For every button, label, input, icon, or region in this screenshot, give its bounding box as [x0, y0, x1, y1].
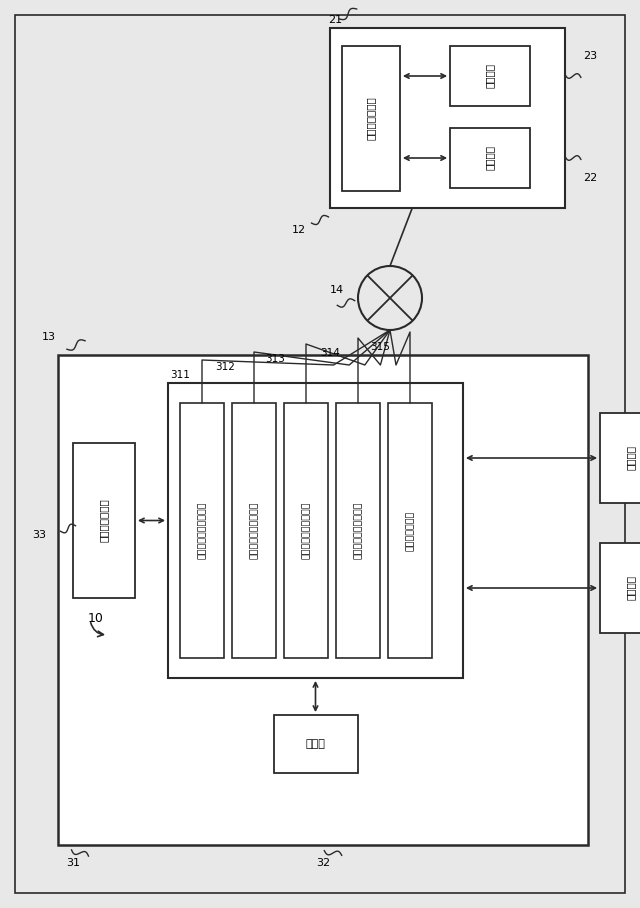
Bar: [450, 46, 530, 106]
Text: 調節力算出手段: 調節力算出手段: [406, 510, 415, 550]
Bar: [284, 403, 328, 658]
Bar: [600, 413, 640, 503]
Bar: [273, 715, 358, 773]
Bar: [58, 355, 588, 845]
Text: 31: 31: [66, 858, 80, 868]
Text: 入力手段: 入力手段: [626, 446, 636, 470]
Text: 第２主注視線算出手段: 第２主注視線算出手段: [198, 502, 207, 559]
Text: 13: 13: [42, 332, 56, 342]
Text: 12: 12: [292, 225, 306, 235]
Bar: [388, 403, 432, 658]
Text: 23: 23: [583, 51, 597, 61]
Bar: [168, 383, 463, 678]
Bar: [73, 443, 135, 598]
Text: 314: 314: [320, 348, 340, 358]
Text: 14: 14: [330, 285, 344, 295]
Text: 313: 313: [265, 354, 285, 364]
Text: データ送信手段: データ送信手段: [366, 96, 376, 141]
Text: 加工部: 加工部: [305, 739, 325, 749]
Text: 測定手段: 測定手段: [485, 145, 495, 171]
Text: 21: 21: [328, 15, 342, 25]
Text: 10: 10: [88, 611, 104, 625]
Text: 312: 312: [215, 362, 235, 372]
Bar: [336, 403, 380, 658]
Text: 315: 315: [370, 342, 390, 352]
Text: 22: 22: [583, 173, 597, 183]
Bar: [342, 46, 400, 191]
Text: 第１対物距離算出手段: 第１対物距離算出手段: [250, 502, 259, 559]
Bar: [330, 28, 565, 208]
Text: 33: 33: [32, 530, 46, 540]
Text: 311: 311: [170, 370, 190, 380]
Text: 記憶手段: 記憶手段: [626, 576, 636, 600]
Bar: [180, 403, 224, 658]
Bar: [600, 543, 640, 633]
Text: 32: 32: [316, 858, 330, 868]
Text: データ取得手段: データ取得手段: [99, 498, 109, 542]
Text: 最終主注視線決定手段: 最終主注視線決定手段: [353, 502, 362, 559]
Text: 第１主注視線算出手段: 第１主注視線算出手段: [301, 502, 310, 559]
Text: 入力手段: 入力手段: [485, 64, 495, 88]
Bar: [232, 403, 276, 658]
Bar: [450, 128, 530, 188]
